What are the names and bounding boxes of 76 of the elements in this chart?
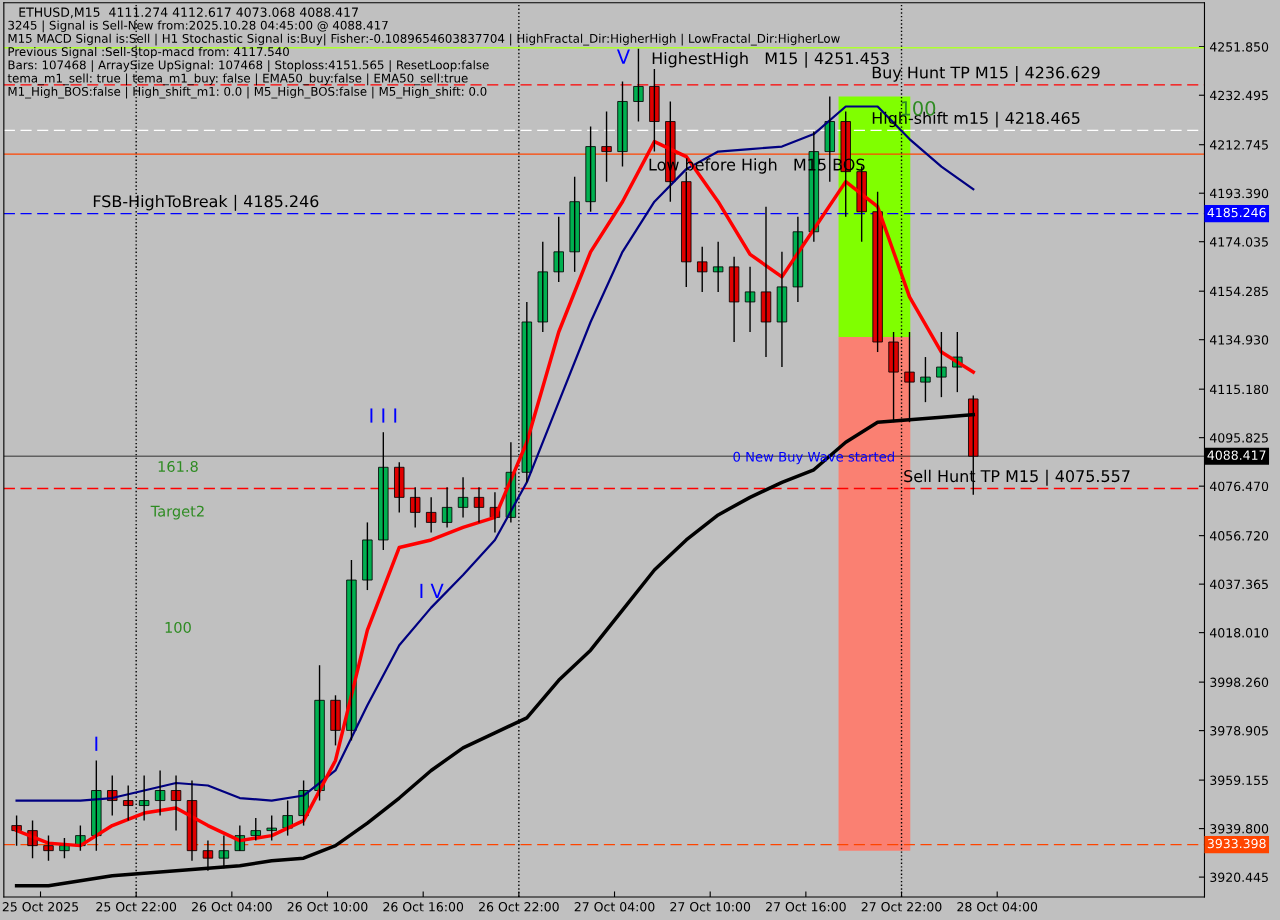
annotation: I I I [370,408,397,423]
y-tick-label: 4037.365 [1209,579,1268,590]
annotation: FSB-HighToBreak | 4185.246 [93,194,319,211]
y-tick-label: 3939.800 [1210,824,1269,834]
y-tick-label: 3959.155 [1210,775,1268,786]
x-tick-label: 26 Oct 04:00 [192,902,272,912]
candlestick [633,48,644,123]
y-tick-label: 4212.745 [1209,140,1268,150]
x-tick-label: 27 Oct 10:00 [670,902,751,912]
candlestick [537,241,548,333]
candlestick [712,241,724,293]
x-tick-label: 26 Oct 22:00 [479,902,559,912]
candlestick [936,331,947,398]
x-tick-label: 25 Oct 2025 [2,902,79,912]
annotation: Bars: 107468 | ArraySize UpSignal: 107468 | Stoploss:4151.565 | ResetLoop:false [8,60,489,72]
candlestick [553,216,564,283]
x-tick-label: 26 Oct 16:00 [383,902,464,912]
x-tick-label: 27 Oct 04:00 [574,902,655,912]
annotation: HighestHigh M15 | 4251.453 [652,51,889,68]
y-tick-label: 4251.850 [1209,42,1269,52]
annotation: 3245 | Signal is Sell-New from:2025.10.28 04:45:00 @ 4088.417 [8,20,388,33]
annotation: I [95,736,98,751]
candlestick [378,431,389,551]
candlestick [314,664,325,802]
candlestick [410,486,421,529]
candlestick [617,80,628,168]
candlestick [681,170,692,288]
y-tick-label: 3998.260 [1210,677,1269,688]
candlestick [601,110,612,183]
x-tick-label: 26 Oct 10:00 [287,902,368,912]
annotation: Target2 [150,505,204,520]
y-tick-label: 4134.930 [1209,335,1269,345]
candlestick [649,68,660,153]
y-tick-label: 4076.470 [1209,481,1269,492]
candlestick [330,694,341,747]
annotation: Previous Signal :Sell-Stop-macd from: 4117.540 [8,46,289,59]
annotation: 161.8 [158,460,198,472]
candlestick [585,125,596,213]
y-tick-label: 3920.445 [1210,872,1268,883]
annotation: M15 MACD Signal is:Sell | H1 Stochastic Signal is:Buy| Fisher:-0.1089654603837704 | HighFractal_Dir:HigherHigh | LowFractal_Dir:HigherLow [8,33,840,46]
x-tick-label: 25 Oct 22:00 [96,902,177,912]
y-tick-label: 3978.905 [1210,726,1268,736]
candlestick [824,95,835,183]
annotation: M1_High_BOS:false | High_shift_m1: 0.0 | M5_High_BOS:false | M5_High_shift: 0.0 [8,86,487,99]
candlestick [266,814,277,842]
x-tick-label: 27 Oct 16:00 [766,902,846,912]
y-tick-label: 4193.390 [1209,188,1269,199]
y-tick-label: 4018.010 [1209,628,1269,638]
candlestick [394,461,405,514]
annotation: tema_m1_sell: true | tema_m1_buy: false | EMA50_buy:false | EMA50_sell:true [7,73,468,86]
annotation: V [616,49,630,64]
annotation: I V [420,583,444,599]
candlestick [43,834,54,862]
candlestick [872,190,883,353]
x-tick-label: 27 Oct 22:00 [861,902,942,912]
x-tick-label: 28 Oct 04:00 [957,902,1038,912]
candlestick [697,246,708,293]
candlestick [138,774,150,822]
chart-title: ETHUSD,M15 4111.274 4112.617 4073.068 4088.417 [19,7,358,19]
y-tick-label: 4154.285 [1209,286,1268,297]
ref-line-label: 4088.417 [1207,450,1266,460]
candlestick [202,839,214,872]
y-tick-label: 4174.035 [1209,237,1268,247]
candlestick [250,817,261,842]
ref-line-label: 3933.398 [1207,838,1266,849]
y-tick-label: 4232.495 [1209,90,1268,101]
candlestick [362,521,373,591]
candlestick [218,834,230,869]
ref-line-label: 4185.246 [1207,207,1266,218]
y-tick-label: 4056.720 [1209,531,1269,541]
candlestick [920,356,931,403]
candlestick [569,175,580,273]
annotation: 100 [165,621,191,633]
annotation: Buy Hunt TP M15 | 4236.629 [872,66,1100,83]
y-tick-label: 4095.825 [1209,433,1268,443]
y-tick-label: 4115.180 [1209,384,1269,395]
